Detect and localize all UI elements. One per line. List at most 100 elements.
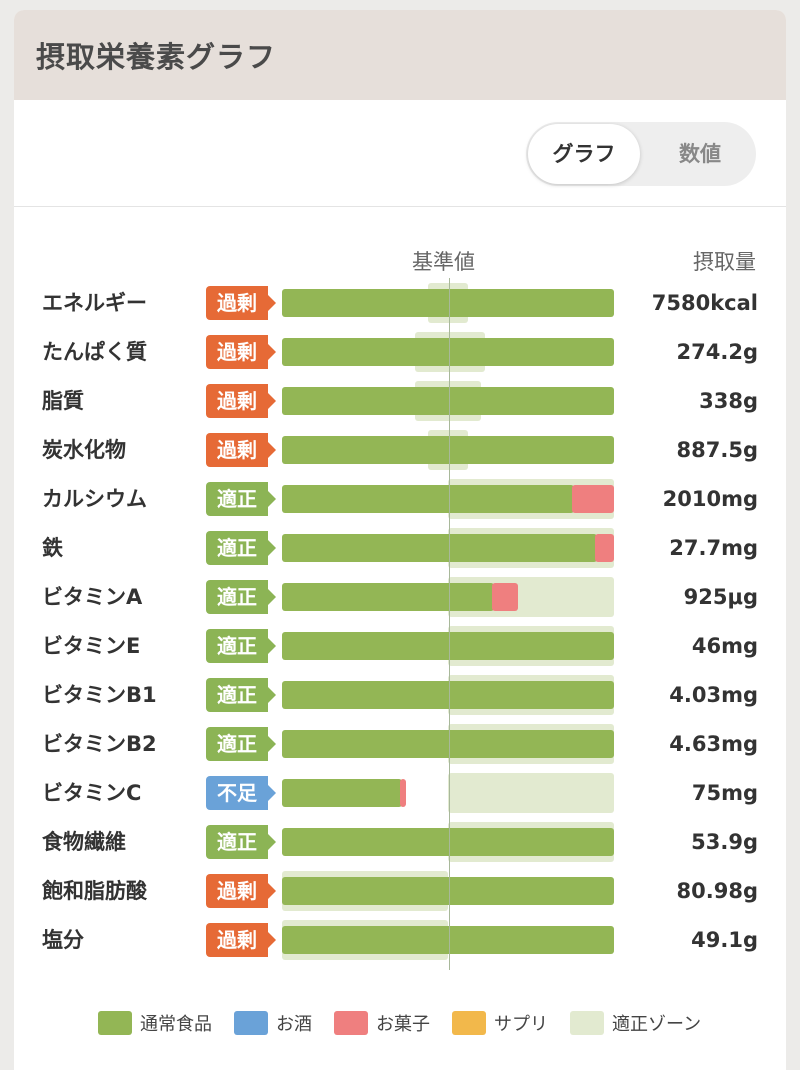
- status-badge: 適正: [206, 629, 276, 663]
- status-badge: 過剰: [206, 433, 276, 467]
- status-badge: 過剰: [206, 286, 276, 320]
- reference-line: [449, 278, 450, 970]
- nutrient-row: ビタミンE 適正 46mg: [14, 626, 786, 666]
- status-badge: 適正: [206, 531, 276, 565]
- legend-item: お酒: [234, 1010, 312, 1036]
- nutrient-row: カルシウム 適正 2010mg: [14, 479, 786, 519]
- bar-normal-food: [282, 779, 402, 807]
- bar-area: [282, 773, 614, 813]
- legend-label: お酒: [276, 1014, 312, 1035]
- bar-area: [282, 822, 614, 862]
- nutrient-row: ビタミンC 不足 75mg: [14, 773, 786, 813]
- nutrient-row: 脂質 過剰 338g: [14, 381, 786, 421]
- reference-header: 基準値: [412, 250, 475, 274]
- nutrient-row: ビタミンB2 適正 4.63mg: [14, 724, 786, 764]
- nutrient-name: ビタミンA: [42, 585, 143, 609]
- legend-swatch: [570, 1011, 604, 1035]
- legend-label: 通常食品: [140, 1014, 212, 1035]
- bar-snack: [595, 534, 614, 562]
- nutrient-row: 塩分 過剰 49.1g: [14, 920, 786, 960]
- bar-snack: [572, 485, 614, 513]
- card-header: 摂取栄養素グラフ: [14, 10, 786, 100]
- card-title: 摂取栄養素グラフ: [36, 40, 277, 74]
- legend-item: サプリ: [452, 1010, 548, 1036]
- bar-area: [282, 871, 614, 911]
- bar-area: [282, 724, 614, 764]
- intake-value: 925μg: [683, 585, 758, 609]
- nutrient-graph-card: 摂取栄養素グラフ グラフ 数値 基準値 摂取量 エネルギー 過剰 7580kcal た…: [14, 10, 786, 1070]
- legend-label: サプリ: [494, 1014, 548, 1035]
- bar-area: [282, 430, 614, 470]
- appropriate-zone: [448, 773, 614, 813]
- status-badge: 不足: [206, 776, 276, 810]
- nutrient-name: 食物繊維: [42, 830, 126, 854]
- bar-normal-food: [282, 485, 575, 513]
- legend-item: 通常食品: [98, 1010, 212, 1036]
- bar-snack: [492, 583, 518, 611]
- bar-normal-food: [282, 583, 495, 611]
- bar-snack: [399, 779, 407, 807]
- status-badge: 適正: [206, 482, 276, 516]
- status-badge: 過剰: [206, 874, 276, 908]
- nutrient-name: 塩分: [42, 928, 84, 952]
- bar-normal-food: [282, 534, 598, 562]
- legend: 通常食品 お酒 お菓子 サプリ 適正ゾーン: [98, 1010, 723, 1036]
- intake-value: 7580kcal: [651, 291, 758, 315]
- bar-area: [282, 283, 614, 323]
- intake-value: 887.5g: [676, 438, 758, 462]
- nutrient-name: エネルギー: [42, 291, 147, 315]
- intake-value: 338g: [699, 389, 758, 413]
- nutrient-name: ビタミンB2: [42, 732, 157, 756]
- view-toggle[interactable]: グラフ 数値: [526, 122, 756, 186]
- bar-normal-food: [282, 926, 614, 954]
- nutrient-name: ビタミンB1: [42, 683, 157, 707]
- nutrient-name: 飽和脂肪酸: [42, 879, 147, 903]
- intake-header: 摂取量: [693, 250, 756, 274]
- legend-swatch: [234, 1011, 268, 1035]
- legend-label: お菓子: [376, 1014, 430, 1035]
- nutrient-name: ビタミンC: [42, 781, 142, 805]
- bar-normal-food: [282, 730, 614, 758]
- bar-normal-food: [282, 681, 614, 709]
- bar-area: [282, 920, 614, 960]
- nutrient-row: 炭水化物 過剰 887.5g: [14, 430, 786, 470]
- intake-value: 2010mg: [662, 487, 758, 511]
- nutrient-row: 食物繊維 適正 53.9g: [14, 822, 786, 862]
- bar-area: [282, 675, 614, 715]
- legend-swatch: [334, 1011, 368, 1035]
- status-badge: 適正: [206, 678, 276, 712]
- toggle-graph[interactable]: グラフ: [528, 124, 640, 184]
- bar-normal-food: [282, 338, 614, 366]
- nutrient-row: 飽和脂肪酸 過剰 80.98g: [14, 871, 786, 911]
- nutrient-row: 鉄 適正 27.7mg: [14, 528, 786, 568]
- nutrient-name: 脂質: [42, 389, 84, 413]
- status-badge: 過剰: [206, 923, 276, 957]
- legend-item: 適正ゾーン: [570, 1010, 701, 1036]
- bar-area: [282, 577, 614, 617]
- nutrient-name: 鉄: [42, 536, 63, 560]
- bar-area: [282, 626, 614, 666]
- intake-value: 80.98g: [676, 879, 758, 903]
- intake-value: 4.03mg: [669, 683, 758, 707]
- status-badge: 過剰: [206, 384, 276, 418]
- intake-value: 4.63mg: [669, 732, 758, 756]
- intake-value: 75mg: [691, 781, 758, 805]
- status-badge: 過剰: [206, 335, 276, 369]
- bar-area: [282, 479, 614, 519]
- bar-area: [282, 381, 614, 421]
- divider: [14, 206, 786, 207]
- toggle-number[interactable]: 数値: [679, 142, 721, 166]
- status-badge: 適正: [206, 580, 276, 614]
- nutrient-row: ビタミンB1 適正 4.03mg: [14, 675, 786, 715]
- nutrient-name: たんぱく質: [42, 340, 147, 364]
- intake-value: 46mg: [691, 634, 758, 658]
- bar-area: [282, 528, 614, 568]
- nutrient-row: たんぱく質 過剰 274.2g: [14, 332, 786, 372]
- nutrient-row: ビタミンA 適正 925μg: [14, 577, 786, 617]
- bar-normal-food: [282, 436, 614, 464]
- legend-swatch: [452, 1011, 486, 1035]
- status-badge: 適正: [206, 825, 276, 859]
- bar-normal-food: [282, 828, 614, 856]
- nutrient-name: ビタミンE: [42, 634, 141, 658]
- nutrient-row: エネルギー 過剰 7580kcal: [14, 283, 786, 323]
